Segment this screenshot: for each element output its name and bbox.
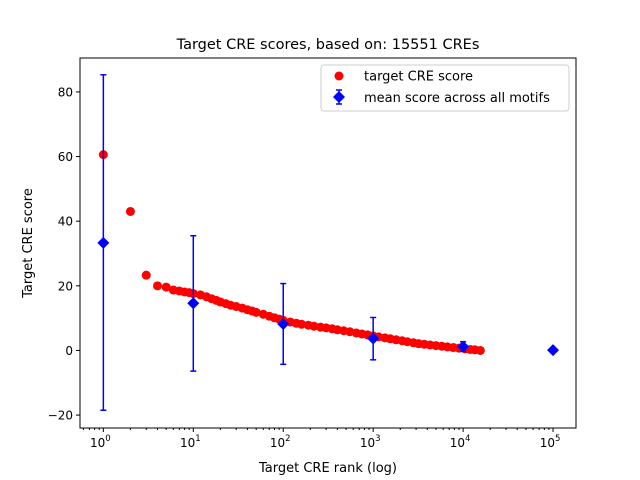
y-tick-label: 40: [58, 215, 73, 229]
target-score-point: [141, 270, 151, 280]
x-tick-label: 104: [450, 434, 471, 450]
plot-frame: [79, 57, 577, 429]
mean-score-point: [97, 236, 110, 249]
target-score-point: [152, 281, 162, 291]
x-tick-label: 100: [90, 434, 111, 450]
x-tick-label: 105: [540, 434, 561, 450]
legend-marker-red-circle: [334, 71, 344, 81]
mean-score-point: [367, 332, 380, 345]
x-tick-label: 101: [180, 434, 201, 450]
legend-marker-blue-diamond: [333, 91, 345, 103]
mean-score-point: [187, 297, 200, 310]
target-score-point: [475, 345, 485, 355]
chart-title: Target CRE scores, based on: 15551 CREs: [176, 37, 480, 53]
y-tick-label: 0: [65, 344, 73, 358]
target-score-point: [125, 206, 135, 216]
legend-box: [320, 64, 570, 112]
mean-score-point: [547, 344, 560, 357]
target-score-point: [251, 307, 261, 317]
mean-score-point: [457, 340, 470, 353]
x-axis-label: Target CRE rank (log): [258, 461, 397, 476]
mean-score-point: [277, 317, 290, 330]
legend: target CRE score mean score across all m…: [320, 64, 570, 112]
y-tick-label: 80: [58, 85, 73, 99]
legend-label-mean-score: mean score across all motifs: [364, 91, 550, 106]
x-tick-label: 102: [270, 434, 291, 450]
y-axis-label: Target CRE score: [21, 188, 36, 299]
legend-label-target-score: target CRE score: [364, 70, 473, 85]
y-tick-label: 60: [58, 150, 73, 164]
y-tick-label: 20: [58, 279, 73, 293]
y-tick-label: −20: [48, 409, 73, 423]
x-tick-label: 103: [360, 434, 381, 450]
target-score-point: [161, 282, 171, 292]
target-score-point: [297, 319, 307, 329]
